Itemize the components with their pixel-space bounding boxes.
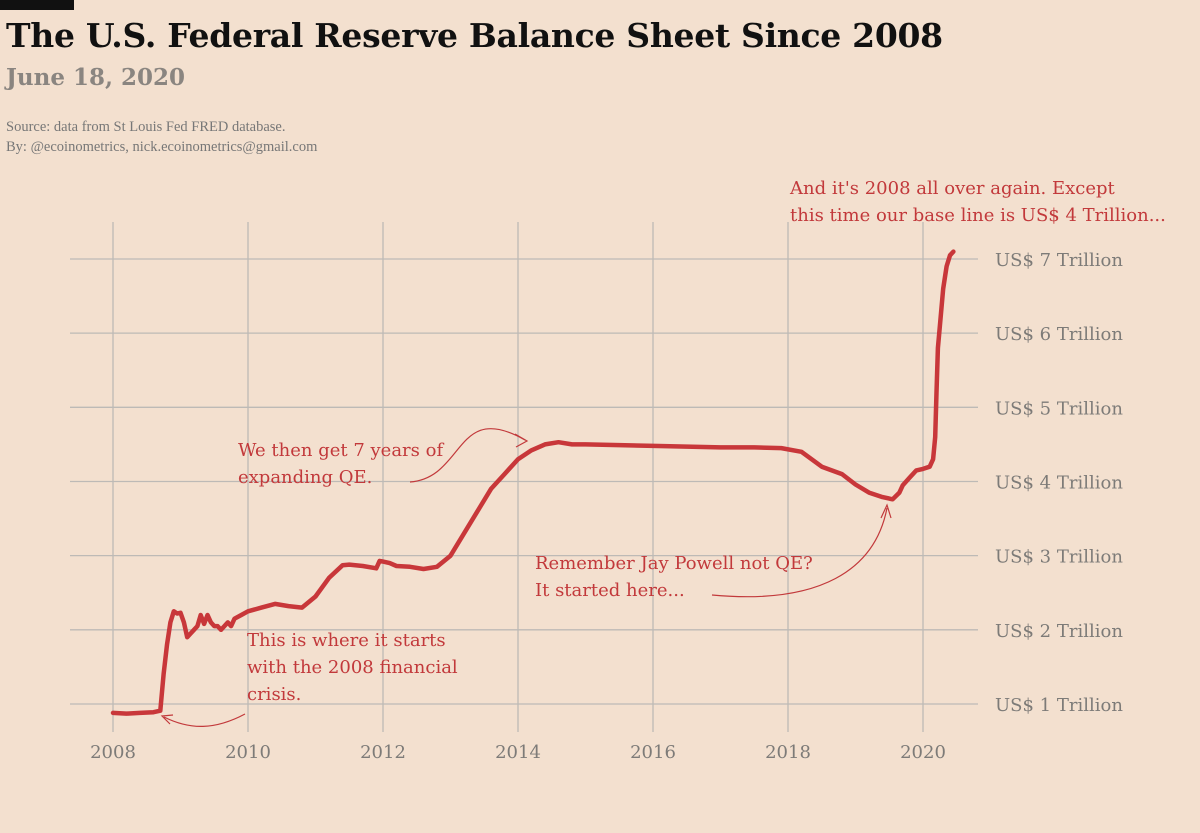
y-tick-label: US$ 4 Trillion: [995, 472, 1123, 493]
annotation-baseline-line2: this time our base line is US$ 4 Trillio…: [790, 205, 1166, 226]
grid-lines: [70, 222, 978, 732]
y-tick-label: US$ 2 Trillion: [995, 621, 1123, 642]
y-tick-label: US$ 6 Trillion: [995, 324, 1123, 345]
annotation-arrows: [160, 428, 892, 727]
chart-title: The U.S. Federal Reserve Balance Sheet S…: [6, 16, 943, 55]
x-tick-label: 2012: [360, 742, 406, 763]
x-tick-label: 2010: [225, 742, 271, 763]
annotation-start-line1: This is where it starts: [247, 630, 446, 651]
annotation-start-line3: crisis.: [247, 684, 302, 705]
chart-date: June 18, 2020: [6, 64, 186, 91]
annotation-powell-line1: Remember Jay Powell not QE?: [535, 553, 813, 574]
x-tick-label: 2018: [765, 742, 811, 763]
annotation-qe-line1: We then get 7 years of: [238, 440, 444, 461]
top-accent-bar: [0, 0, 74, 10]
annotation-qe-line2: expanding QE.: [238, 467, 373, 488]
annotation-baseline-line1: And it's 2008 all over again. Except: [790, 178, 1115, 199]
x-axis-labels: 2008 2010 2012 2014 2016 2018 2020: [90, 742, 946, 763]
x-tick-label: 2008: [90, 742, 136, 763]
annotation-start-line2: with the 2008 financial: [247, 657, 458, 678]
annotation-qe: We then get 7 years of expanding QE.: [238, 437, 443, 491]
x-tick-label: 2020: [900, 742, 946, 763]
y-tick-label: US$ 7 Trillion: [995, 250, 1123, 271]
powell-arrowhead: [880, 503, 892, 519]
powell-arrow: [711, 507, 888, 598]
annotation-baseline: And it's 2008 all over again. Except thi…: [790, 175, 1166, 229]
source-note: Source: data from St Louis Fed FRED data…: [6, 117, 317, 157]
qe-arrow: [409, 428, 526, 483]
x-tick-label: 2014: [495, 742, 541, 763]
x-tick-label: 2016: [630, 742, 676, 763]
y-tick-label: US$ 1 Trillion: [995, 695, 1123, 716]
start-arrowhead: [160, 714, 174, 725]
start-arrow: [163, 713, 246, 727]
byline: By: @ecoinometrics, nick.ecoinometrics@g…: [6, 139, 318, 155]
y-tick-label: US$ 3 Trillion: [995, 547, 1123, 568]
annotation-powell-line2: It started here...: [535, 580, 685, 601]
y-axis-labels: US$ 1 Trillion US$ 2 Trillion US$ 3 Trilli…: [995, 250, 1123, 716]
balance-sheet-line: [110, 249, 956, 716]
source-line: Source: data from St Louis Fed FRED data…: [6, 119, 286, 135]
annotation-powell: Remember Jay Powell not QE? It started h…: [535, 550, 813, 604]
y-tick-label: US$ 5 Trillion: [995, 398, 1123, 419]
annotation-start: This is where it starts with the 2008 fi…: [247, 627, 458, 708]
qe-arrowhead: [514, 433, 529, 448]
